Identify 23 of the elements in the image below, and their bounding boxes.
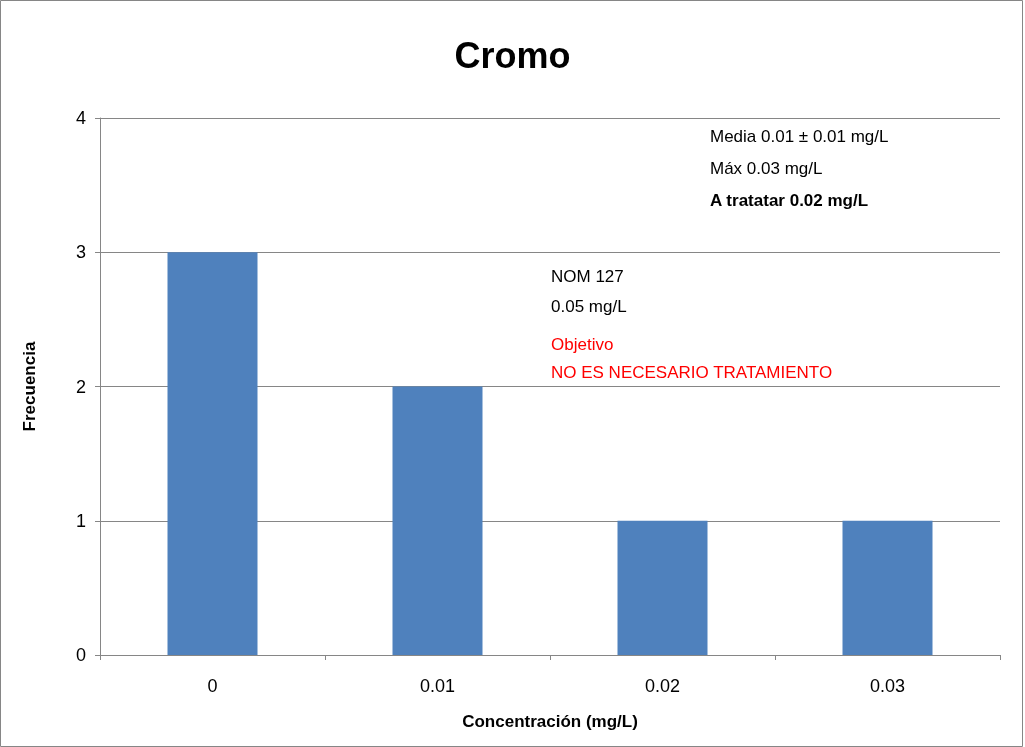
annotation: Objetivo — [551, 335, 614, 354]
y-tick-label: 3 — [75, 242, 86, 263]
y-tick-label: 4 — [75, 108, 86, 128]
annotation: Media 0.01 ± 0.01 mg/L — [710, 127, 889, 146]
bar — [842, 520, 933, 655]
x-tick-label: 0 — [207, 676, 218, 696]
y-tick-label: 2 — [75, 376, 86, 397]
annotation: A tratatar 0.02 mg/L — [710, 191, 869, 210]
annotation: NO ES NECESARIO TRATAMIENTO — [551, 363, 833, 382]
annotation: Máx 0.03 mg/L — [710, 159, 823, 178]
x-tick-label: 0.03 — [869, 676, 906, 696]
chart-title: Cromo — [454, 34, 571, 76]
y-tick-label: 1 — [75, 510, 86, 531]
annotation: NOM 127 — [551, 267, 624, 286]
bar — [392, 386, 483, 655]
x-axis-title: Concentración (mg/L) — [462, 712, 638, 731]
x-tick-label: 0.01 — [419, 676, 456, 696]
y-tick-label: 0 — [75, 645, 86, 665]
bar — [617, 520, 708, 655]
annotation: 0.05 mg/L — [551, 297, 627, 316]
x-tick-label: 0.02 — [644, 676, 681, 696]
bar — [167, 252, 258, 655]
y-axis-title: Frecuencia — [20, 341, 39, 432]
